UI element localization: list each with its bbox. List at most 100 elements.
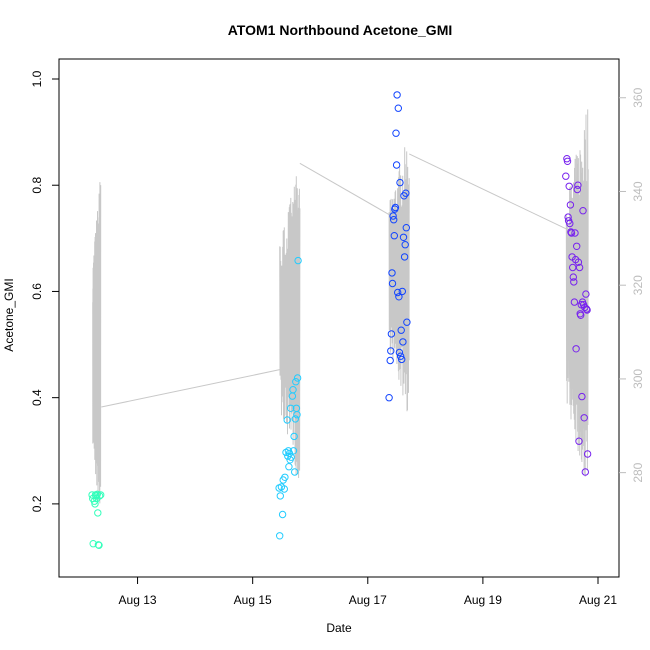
x-axis-label: Date	[326, 621, 352, 635]
axes-layer: 0.2 0.4 0.6 0.8 1.0 Aug 13 Aug 15 Aug 17 Aug 19 A…	[30, 70, 645, 607]
data-point	[387, 330, 396, 338]
data-point	[575, 263, 584, 272]
secondary-line-layer	[92, 109, 589, 504]
data-point	[402, 189, 410, 197]
data-points-layer	[88, 91, 592, 549]
data-point	[578, 392, 586, 401]
data-point	[278, 510, 287, 519]
secondary-line-flight	[92, 182, 102, 504]
data-point	[293, 374, 302, 382]
data-point	[391, 203, 400, 212]
data-point	[291, 468, 299, 476]
y-tick-label: 0.8	[30, 177, 44, 194]
data-point	[287, 453, 295, 461]
data-point	[285, 463, 293, 471]
data-point	[294, 256, 302, 265]
y-tick-label: 0.4	[30, 389, 44, 406]
data-point	[94, 509, 102, 517]
data-point	[398, 355, 406, 364]
data-point	[398, 287, 406, 296]
data-point	[566, 219, 574, 228]
data-point	[401, 241, 409, 249]
data-point	[573, 242, 581, 251]
data-point	[396, 178, 404, 187]
data-point	[395, 293, 403, 301]
data-point	[289, 386, 297, 394]
data-point	[387, 347, 395, 355]
data-point	[293, 411, 301, 419]
data-point	[395, 348, 404, 357]
data-point	[95, 492, 104, 500]
data-point	[403, 318, 411, 326]
data-point	[563, 157, 572, 166]
data-point	[570, 278, 578, 286]
data-point	[280, 485, 288, 493]
data-point	[388, 269, 396, 277]
y-tick-label: 0.2	[30, 495, 44, 512]
data-point	[566, 201, 575, 209]
secondary-line-transit	[299, 162, 390, 216]
data-point	[392, 161, 401, 169]
y-tick-label: 1.0	[30, 70, 44, 87]
x-tick-label: Aug 15	[234, 593, 272, 607]
data-point	[574, 181, 582, 189]
data-point	[583, 306, 591, 314]
data-point	[390, 232, 398, 240]
data-point	[394, 104, 402, 112]
data-point	[582, 290, 590, 298]
data-point	[583, 450, 592, 458]
data-point	[393, 91, 401, 99]
data-point	[287, 404, 295, 412]
x-tick-label: Aug 13	[119, 593, 157, 607]
data-point	[577, 311, 585, 319]
data-point	[281, 473, 289, 481]
x-tick-label: Aug 21	[579, 593, 617, 607]
data-point	[97, 491, 105, 499]
x-tick-label: Aug 19	[464, 593, 502, 607]
data-point	[565, 182, 573, 191]
y2-tick-label: 360	[631, 87, 645, 107]
data-point	[88, 491, 96, 499]
y2-tick-label: 300	[631, 369, 645, 389]
data-point	[389, 212, 397, 220]
data-point	[571, 229, 579, 237]
data-point	[569, 273, 577, 281]
data-point	[276, 492, 284, 500]
secondary-line-transit	[101, 369, 281, 408]
x-tick-label: Aug 17	[349, 593, 387, 607]
chart-title: ATOM1 Northbound Acetone_GMI	[228, 22, 453, 38]
secondary-line-flight	[565, 109, 589, 477]
data-point	[567, 229, 576, 237]
data-point	[289, 447, 298, 455]
data-point	[283, 416, 291, 424]
data-point	[396, 352, 405, 360]
data-point	[570, 298, 579, 306]
data-point	[399, 233, 408, 242]
y-axis-label: Acetone_GMI	[2, 278, 16, 351]
data-point	[575, 437, 583, 445]
y-tick-label: 0.6	[30, 283, 44, 300]
secondary-line-flight	[279, 176, 301, 479]
data-point	[394, 288, 402, 297]
data-point	[581, 303, 589, 312]
secondary-line-flight	[388, 147, 410, 412]
y2-tick-label: 320	[631, 275, 645, 295]
data-point	[400, 253, 409, 261]
data-point	[392, 129, 400, 137]
data-point	[95, 541, 103, 549]
plot-frame	[58, 58, 620, 578]
data-point	[574, 258, 583, 266]
data-point	[390, 216, 398, 224]
data-point	[399, 338, 407, 346]
data-point	[292, 378, 300, 386]
data-point	[397, 326, 405, 334]
y2-tick-label: 280	[631, 462, 645, 482]
data-point	[580, 414, 588, 422]
data-point	[385, 394, 393, 402]
data-point	[562, 172, 570, 180]
y2-tick-label: 340	[631, 181, 645, 201]
data-point	[290, 432, 298, 441]
data-point	[93, 490, 102, 498]
data-point	[91, 500, 99, 508]
